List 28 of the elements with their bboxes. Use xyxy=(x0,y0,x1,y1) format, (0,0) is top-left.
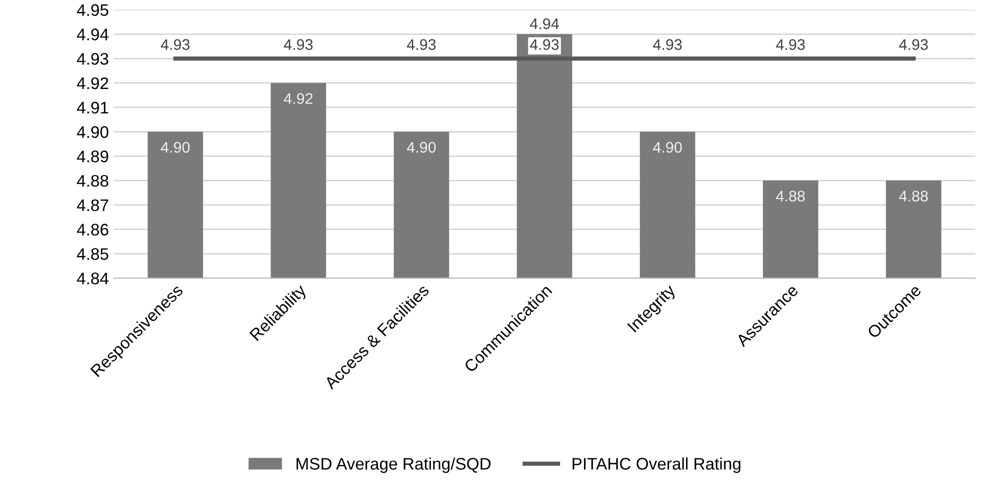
data-label: 4.93 xyxy=(776,39,805,50)
y-tick-label: 4.95 xyxy=(76,4,108,16)
y-tick-label: 4.84 xyxy=(76,272,109,284)
data-label: 4.88 xyxy=(899,190,928,202)
data-label: 4.92 xyxy=(284,93,313,104)
y-tick-label: 4.87 xyxy=(76,199,108,212)
y-tick-label: 4.93 xyxy=(76,52,108,65)
y-tick-label: 4.85 xyxy=(76,248,108,260)
y-tick-label: 4.94 xyxy=(76,28,109,40)
y-tick-label: 4.86 xyxy=(76,224,108,236)
y-tick-label: 4.90 xyxy=(76,126,108,138)
y-tick-label: 4.89 xyxy=(76,150,108,162)
y-tick-label: 4.92 xyxy=(76,77,108,90)
y-tick-label: 4.88 xyxy=(76,174,108,187)
legend-label: PITAHC Overall Rating xyxy=(572,457,740,473)
legend-label: MSD Average Rating/SQD xyxy=(296,457,491,473)
data-label: 4.93 xyxy=(653,39,682,50)
data-label: 4.90 xyxy=(160,142,190,153)
y-tick-label: 4.91 xyxy=(76,102,108,114)
data-label: 4.93 xyxy=(899,39,928,50)
data-label: 4.94 xyxy=(530,18,559,30)
data-label: 4.93 xyxy=(406,39,436,50)
data-label: 4.90 xyxy=(653,142,682,153)
data-label: 4.88 xyxy=(776,190,805,202)
data-label: 4.90 xyxy=(406,142,436,153)
data-label: 4.93 xyxy=(284,39,313,50)
data-label: 4.93 xyxy=(160,39,190,50)
data-label: 4.93 xyxy=(530,39,559,50)
